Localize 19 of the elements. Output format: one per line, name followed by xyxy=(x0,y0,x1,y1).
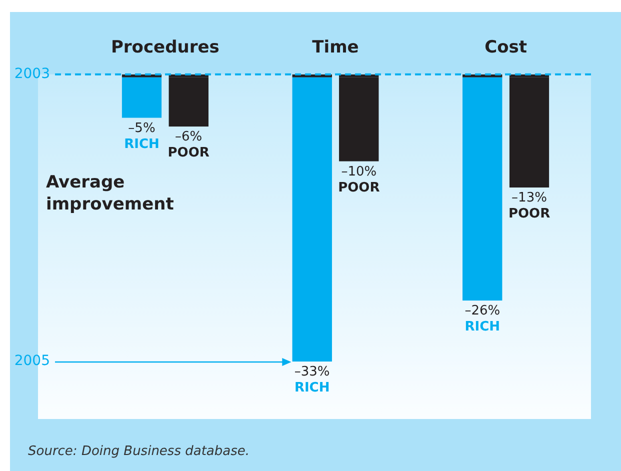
data-label: –10% xyxy=(341,164,377,180)
x-tick-label: Procedures xyxy=(110,38,220,58)
data-label: –26% xyxy=(464,304,500,319)
data-label: –6% xyxy=(175,129,202,144)
series-label: POOR xyxy=(338,180,380,196)
text: POOR xyxy=(508,206,550,222)
annotation: 2003 xyxy=(14,66,50,82)
text: RICH xyxy=(464,320,500,335)
x-tick-label: Time xyxy=(312,38,359,58)
text: RICH xyxy=(124,136,160,152)
annotation: 2005 xyxy=(14,353,50,370)
x-tick-label: Cost xyxy=(484,38,528,58)
text: POOR xyxy=(168,145,210,160)
annotation: Average improvement xyxy=(46,172,174,214)
data-label: –33% xyxy=(294,364,330,380)
legend-label: RICH xyxy=(294,380,330,396)
data-label: –13% xyxy=(512,190,547,206)
data-label: –5% xyxy=(128,120,156,136)
source-note: Source: Doing Business database. xyxy=(28,444,250,459)
